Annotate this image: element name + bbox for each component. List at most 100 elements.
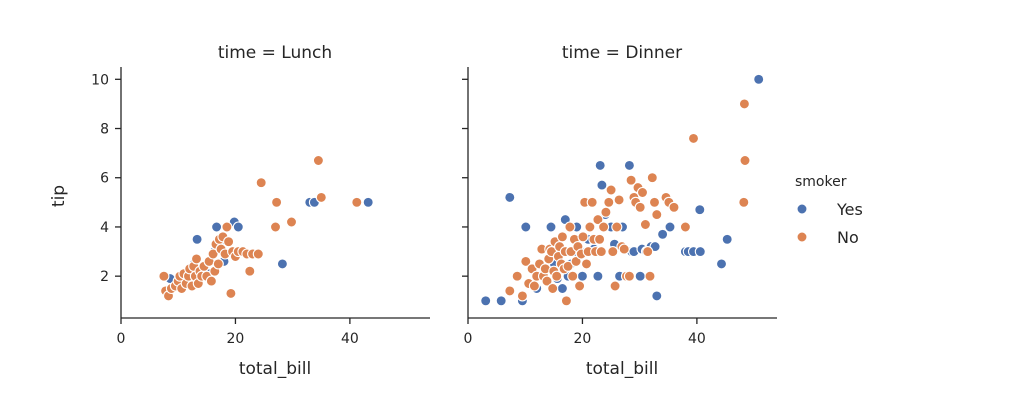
x-tick-label: 40 xyxy=(688,331,706,347)
data-point-no xyxy=(636,186,649,199)
data-point-yes xyxy=(634,270,646,282)
x-tick-label: 0 xyxy=(117,331,126,347)
data-point-no xyxy=(190,253,203,265)
data-point-yes xyxy=(694,246,706,258)
data-point-no xyxy=(564,221,576,233)
x-axis-label-dinner: total_bill xyxy=(586,359,658,379)
data-point-no xyxy=(618,243,630,255)
data-point-yes xyxy=(657,228,669,240)
data-point-no xyxy=(221,221,233,233)
data-point-no xyxy=(625,174,637,186)
data-point-no xyxy=(586,196,598,208)
data-point-no xyxy=(595,246,607,258)
data-point-no xyxy=(269,221,282,233)
data-point-yes xyxy=(211,221,223,233)
data-point-no xyxy=(609,280,621,292)
panel-title-lunch: time = Lunch xyxy=(218,43,332,63)
data-point-no xyxy=(212,258,224,270)
axes-lunch: 2 4 6 8 10 0 20 40 xyxy=(91,67,430,347)
data-point-no xyxy=(351,196,363,208)
data-point-no xyxy=(603,196,615,208)
data-point-no xyxy=(623,270,635,282)
legend-title: smoker xyxy=(795,174,847,190)
panel-dinner: time = Dinner total_bill 0 20 40 xyxy=(462,43,777,379)
data-point-yes xyxy=(556,282,568,295)
data-point-no xyxy=(541,275,553,287)
data-point-yes xyxy=(651,290,663,302)
data-point-yes xyxy=(664,221,676,233)
data-point-no xyxy=(520,255,532,267)
data-point-no xyxy=(651,209,663,221)
y-tick-label: 2 xyxy=(100,269,109,285)
legend-label-no: No xyxy=(837,228,859,247)
data-point-no xyxy=(285,216,298,228)
data-point-no xyxy=(679,221,691,233)
data-point-no xyxy=(205,275,217,287)
x-axis-label-lunch: total_bill xyxy=(239,359,311,379)
data-point-no xyxy=(687,132,700,144)
data-point-no xyxy=(592,214,604,226)
data-point-no xyxy=(312,154,324,167)
data-point-no xyxy=(739,154,751,167)
data-point-yes xyxy=(592,270,604,282)
data-point-yes xyxy=(753,73,765,85)
data-point-no xyxy=(574,280,586,292)
data-point-no xyxy=(225,287,237,299)
legend-marker-yes xyxy=(796,203,808,215)
data-point-yes xyxy=(520,221,532,233)
data-point-yes xyxy=(576,270,588,282)
data-point-yes xyxy=(276,258,288,270)
panel-lunch: time = Lunch tip total_bill 2 4 6 8 10 0 20 40 xyxy=(49,43,430,379)
data-point-no xyxy=(551,270,563,282)
data-point-no xyxy=(607,246,619,258)
data-point-no xyxy=(642,246,654,258)
data-point-no xyxy=(271,196,283,208)
data-point-no xyxy=(223,236,235,248)
legend-marker-no xyxy=(796,231,808,243)
data-point-yes xyxy=(715,258,728,270)
data-point-no xyxy=(567,270,579,282)
data-point-no xyxy=(646,172,658,184)
data-point-no xyxy=(611,221,623,233)
y-tick-label: 4 xyxy=(100,220,109,236)
data-point-no xyxy=(644,270,656,282)
data-point-no xyxy=(252,248,264,260)
data-point-no xyxy=(315,191,327,203)
data-point-no xyxy=(605,184,617,196)
data-point-no xyxy=(244,265,256,277)
data-point-yes xyxy=(495,295,507,307)
data-point-yes xyxy=(594,159,606,171)
y-tick-label: 10 xyxy=(91,72,109,88)
data-point-yes xyxy=(232,221,244,233)
x-tick-label: 20 xyxy=(574,331,592,347)
data-point-yes xyxy=(721,233,733,245)
data-point-no xyxy=(207,248,219,260)
legend: smoker Yes No xyxy=(795,174,863,247)
panel-title-dinner: time = Dinner xyxy=(562,43,682,63)
data-point-no xyxy=(598,221,610,233)
data-point-yes xyxy=(623,159,635,171)
data-point-no xyxy=(560,295,572,307)
axes-dinner: 0 20 40 xyxy=(462,67,777,347)
data-point-no xyxy=(639,218,651,231)
points-lunch xyxy=(158,154,374,302)
y-tick-label: 8 xyxy=(100,122,109,138)
data-point-no xyxy=(158,270,170,282)
data-point-no xyxy=(648,196,661,208)
data-point-no xyxy=(600,206,612,218)
data-point-no xyxy=(547,282,559,295)
x-tick-label: 0 xyxy=(464,331,473,347)
data-point-no xyxy=(562,260,574,272)
data-point-yes xyxy=(545,221,557,233)
data-point-no xyxy=(577,231,589,243)
data-point-yes xyxy=(596,179,608,191)
data-point-no xyxy=(613,194,625,206)
data-point-no xyxy=(634,201,646,213)
data-point-yes xyxy=(191,233,203,245)
data-point-no xyxy=(580,258,593,270)
legend-label-yes: Yes xyxy=(836,200,863,219)
data-point-no xyxy=(738,196,750,208)
data-point-yes xyxy=(480,295,492,307)
data-point-no xyxy=(738,98,750,110)
